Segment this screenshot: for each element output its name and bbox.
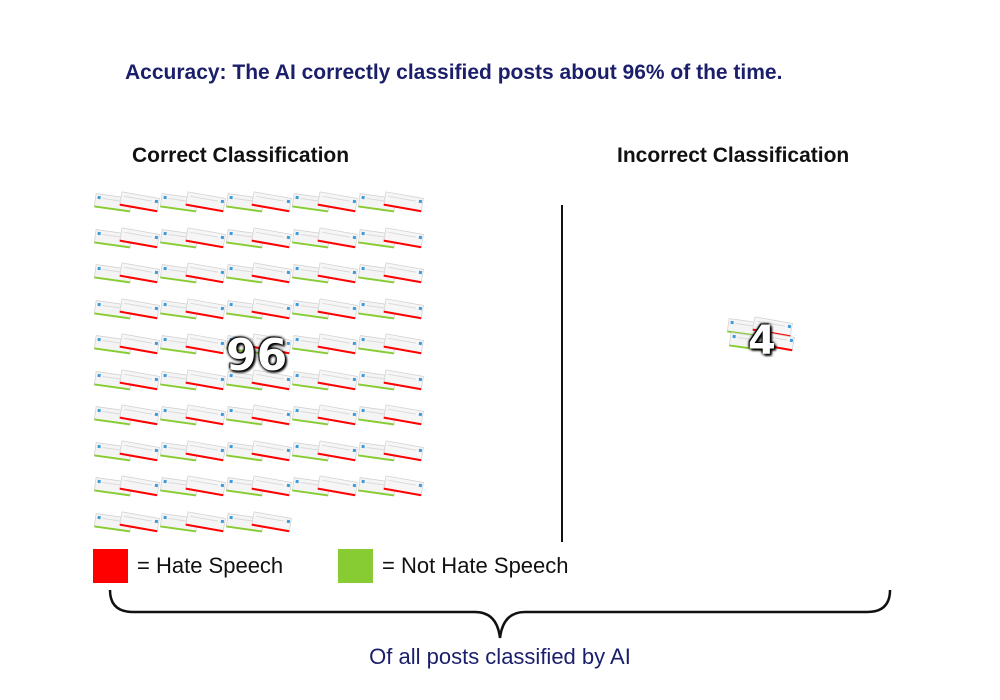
correct-count-label: 96 (226, 330, 288, 381)
post-card-icon (357, 333, 429, 363)
post-card-icon (159, 475, 231, 505)
accuracy-headline: Accuracy: The AI correctly classified po… (125, 61, 783, 84)
post-card-icon (159, 333, 231, 363)
post-card-icon (291, 297, 363, 328)
curly-brace (108, 589, 892, 639)
post-card-icon (357, 368, 429, 399)
post-card-icon (357, 226, 429, 257)
hate-speech-legend-label: = Hate Speech (137, 553, 284, 578)
post-card-icon (357, 475, 429, 505)
post-card-icon (357, 439, 429, 470)
post-card-icon (225, 475, 297, 505)
incorrect-count-label: 4 (748, 318, 776, 364)
incorrect-classification-title: Incorrect Classification (617, 144, 850, 167)
post-card-icon (93, 368, 165, 399)
incorrect-posts-stack (726, 316, 806, 368)
post-card-icon (225, 439, 297, 470)
post-card-icon (159, 226, 231, 257)
post-card-icon (93, 262, 165, 292)
correct-classification-title: Correct Classification (132, 144, 350, 167)
post-card-icon (225, 191, 297, 221)
post-card-icon (357, 262, 429, 292)
post-card-icon (291, 368, 363, 399)
post-card-icon (291, 404, 363, 434)
post-card-icon (93, 475, 165, 505)
post-card-icon (225, 226, 297, 257)
post-card-icon (225, 333, 297, 363)
post-card-icon (726, 316, 798, 346)
post-card-icon (93, 439, 165, 470)
post-card-icon (93, 333, 165, 363)
post-card-icon (357, 297, 429, 328)
post-card-icon (291, 475, 363, 505)
footer-caption: Of all posts classified by AI (369, 644, 631, 669)
post-card-icon (93, 226, 165, 257)
post-card-icon (225, 368, 297, 399)
post-card-icon (225, 510, 297, 541)
post-card-icon (357, 191, 429, 221)
not-hate-speech-swatch (338, 549, 373, 583)
correct-posts-grid (93, 191, 433, 543)
post-card-icon (291, 191, 363, 221)
post-card-icon (291, 262, 363, 292)
post-card-icon (225, 262, 297, 292)
post-card-icon (159, 297, 231, 328)
post-card-icon (728, 330, 800, 360)
post-card-icon (357, 404, 429, 434)
post-card-icon (159, 368, 231, 399)
post-card-icon (93, 404, 165, 434)
post-card-icon (291, 226, 363, 257)
post-card-icon (93, 191, 165, 221)
post-card-icon (159, 262, 231, 292)
post-card-icon (291, 439, 363, 470)
post-card-icon (225, 404, 297, 434)
post-card-icon (159, 439, 231, 470)
post-card-icon (225, 297, 297, 328)
hate-speech-swatch (93, 549, 128, 583)
post-card-icon (159, 510, 231, 541)
post-card-icon (93, 510, 165, 541)
post-card-icon (159, 191, 231, 221)
post-card-icon (291, 333, 363, 363)
post-card-icon (159, 404, 231, 434)
post-card-icon (93, 297, 165, 328)
not-hate-speech-legend-label: = Not Hate Speech (382, 553, 569, 578)
divider-line (561, 205, 563, 542)
